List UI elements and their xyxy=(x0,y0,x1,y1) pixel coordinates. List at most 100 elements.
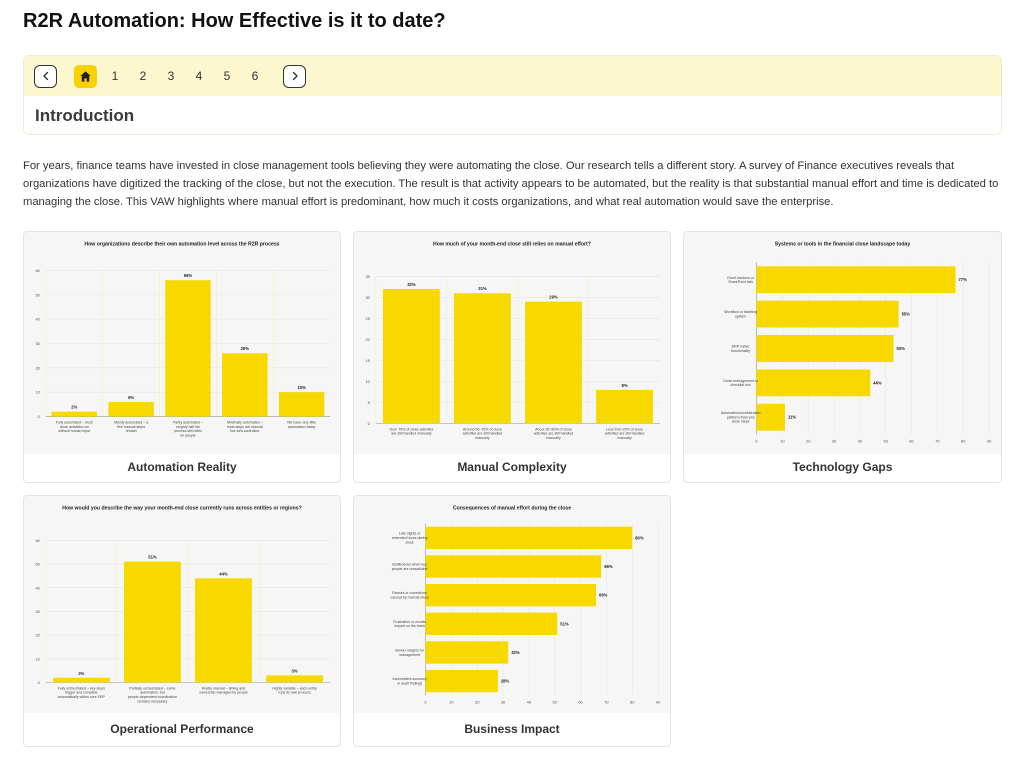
bar xyxy=(382,289,440,424)
chart-title: How organizations describe their own aut… xyxy=(84,242,279,248)
x-tick-label: 90 xyxy=(987,438,992,443)
x-tick-label: We have very little automation today xyxy=(287,420,316,428)
x-tick-label: Minimally automated – most steps are manu… xyxy=(227,420,263,433)
y-tick-label: 10 xyxy=(35,390,40,395)
y-tick-label: Slower insights for management xyxy=(395,649,425,657)
chart-card-automation-reality[interactable]: How organizations describe their own aut… xyxy=(23,231,341,483)
x-tick-label: Over 75% of close activities are still ha… xyxy=(390,427,434,435)
bar xyxy=(756,335,894,362)
data-label: 32% xyxy=(511,650,520,655)
data-label: 2% xyxy=(71,405,77,410)
page-link-6[interactable]: 6 xyxy=(251,69,259,83)
bar xyxy=(525,301,582,424)
chart-title: Systems or tools in the financial close … xyxy=(775,242,911,248)
y-tick-label: 20 xyxy=(35,633,40,638)
y-tick-label: Late nights or extended hours during close xyxy=(392,532,427,545)
data-label: 11% xyxy=(788,415,796,420)
y-tick-label: Workflow or ticketing system xyxy=(724,310,757,318)
data-label: 31% xyxy=(478,286,487,291)
y-tick-label: Frustration or morale impact on the team xyxy=(393,620,426,628)
bar xyxy=(108,401,154,417)
bar xyxy=(165,280,211,417)
x-tick-label: 80 xyxy=(961,438,966,443)
x-tick-label: 50 xyxy=(884,438,889,443)
previous-button[interactable] xyxy=(34,64,57,88)
bar xyxy=(425,612,558,635)
y-tick-label: 50 xyxy=(35,292,40,297)
x-tick-label: 30 xyxy=(832,438,837,443)
x-tick-label: Fully orchestrated – key steps trigger an… xyxy=(58,686,106,699)
y-tick-label: 0 xyxy=(38,680,41,685)
bar xyxy=(425,641,509,664)
y-tick-label: 30 xyxy=(35,341,40,346)
bar xyxy=(52,677,110,683)
bar xyxy=(425,526,633,550)
data-label: 77% xyxy=(958,277,967,282)
y-tick-label: Bottlenecks when key people are unavailab… xyxy=(392,563,428,571)
bar xyxy=(425,583,597,607)
x-tick-label: 30 xyxy=(501,699,506,704)
bar xyxy=(756,300,899,328)
y-tick-label: 10 xyxy=(365,379,370,384)
bar xyxy=(266,675,323,683)
bar xyxy=(425,555,602,578)
x-tick-label: 20 xyxy=(475,699,480,704)
card-label: Operational Performance xyxy=(110,721,254,736)
data-label: 26% xyxy=(241,346,250,351)
data-label: 28% xyxy=(501,679,510,684)
chart-automation-level: How organizations describe their own aut… xyxy=(35,242,331,437)
data-label: 29% xyxy=(549,295,558,300)
x-tick-label: 10 xyxy=(780,438,785,443)
data-label: 6% xyxy=(128,395,134,400)
chart-manual-effort-consequences: Consequences of manual effort during the… xyxy=(390,506,661,705)
page-link-4[interactable]: 4 xyxy=(195,69,203,83)
x-tick-label: Highly variable – each entity runs its ow… xyxy=(272,686,317,694)
section-title: Introduction xyxy=(24,96,1001,134)
x-tick-label: 10 xyxy=(449,699,454,704)
page-link-3[interactable]: 3 xyxy=(167,69,175,83)
bar xyxy=(596,389,653,424)
pagination-bar: 1 2 3 4 5 6 xyxy=(24,56,1001,96)
x-tick-label: 60 xyxy=(578,699,583,704)
chart-card-manual-complexity[interactable]: How much of your month-end close still r… xyxy=(353,231,671,483)
chevron-left-icon xyxy=(42,71,48,81)
bar xyxy=(124,561,181,683)
data-label: 44% xyxy=(873,380,882,385)
x-tick-label: 0 xyxy=(424,699,427,704)
card-label: Automation Reality xyxy=(127,460,237,474)
home-button[interactable] xyxy=(74,64,97,88)
chart-title: How would you describe the way your mont… xyxy=(62,506,302,512)
data-label: 80% xyxy=(635,535,644,540)
page-link-5[interactable]: 5 xyxy=(223,69,231,83)
x-tick-label: 70 xyxy=(604,699,609,704)
y-tick-label: Inconsistent accuracy or audit findings xyxy=(393,677,427,685)
bar xyxy=(195,578,252,683)
x-tick-label: 80 xyxy=(630,699,635,704)
x-tick-label: About 25–50% of close activities are stil… xyxy=(534,427,574,440)
intro-paragraph: For years, finance teams have invested i… xyxy=(23,160,999,208)
chart-card-technology-gaps[interactable]: Systems or tools in the financial close … xyxy=(683,231,1002,483)
bar xyxy=(454,293,511,424)
x-tick-label: Around 50–75% of close activities are sti… xyxy=(463,427,503,440)
y-tick-label: 20 xyxy=(365,337,370,342)
y-tick-label: Automation/orchestration platform that ru… xyxy=(721,411,761,424)
chart-title: Consequences of manual effort during the… xyxy=(453,506,571,512)
data-label: 56% xyxy=(184,273,193,278)
data-label: 55% xyxy=(902,312,911,317)
y-tick-label: 15 xyxy=(365,358,370,363)
data-label: 10% xyxy=(297,385,306,390)
x-tick-label: 0 xyxy=(755,438,758,443)
home-icon xyxy=(80,70,91,82)
y-tick-label: 50 xyxy=(35,562,40,567)
y-tick-label: 40 xyxy=(35,585,40,590)
bar xyxy=(756,266,956,294)
chart-card-operational-performance[interactable]: How would you describe the way your mont… xyxy=(23,495,341,747)
section-navigator: 1 2 3 4 5 6 Introduction xyxy=(23,55,1002,135)
page-link-2[interactable]: 2 xyxy=(139,69,147,83)
x-tick-label: 70 xyxy=(935,438,940,443)
next-button[interactable] xyxy=(283,64,306,88)
chart-card-business-impact[interactable]: Consequences of manual effort during the… xyxy=(353,495,671,747)
y-tick-label: 10 xyxy=(35,656,40,661)
x-tick-label: 40 xyxy=(527,699,532,704)
page-link-1[interactable]: 1 xyxy=(111,69,119,83)
